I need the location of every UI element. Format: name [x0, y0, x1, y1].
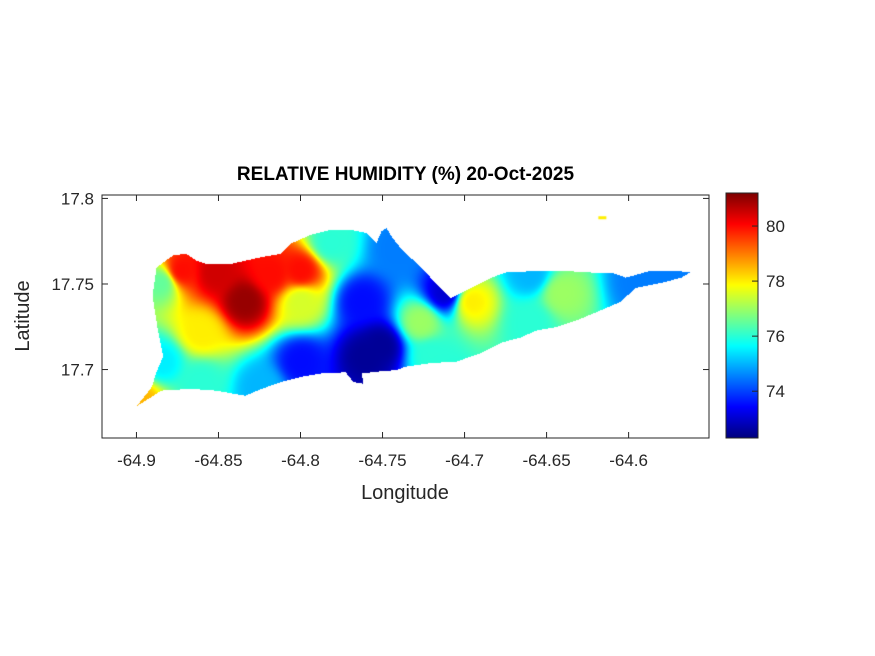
colorbar-frame	[725, 192, 759, 439]
colorbar-tick-label: 74	[766, 382, 785, 401]
colorbar	[726, 193, 758, 438]
x-tick-label: -64.9	[117, 451, 156, 470]
colorbar-tick-label: 80	[766, 217, 785, 236]
y-tick-label: 17.7	[61, 361, 94, 380]
plot-frame	[101, 194, 710, 439]
colorbar-tick-label: 78	[766, 272, 785, 291]
chart-title: RELATIVE HUMIDITY (%) 20-Oct-2025	[236, 164, 575, 185]
x-tick-label: -64.65	[522, 451, 570, 470]
y-tick-label: 17.8	[61, 189, 94, 208]
y-axis-label: Latitude	[12, 280, 34, 351]
x-tick-label: -64.6	[609, 451, 648, 470]
humidity-heatmap	[102, 195, 709, 438]
colorbar-tick-label: 76	[766, 327, 785, 346]
y-tick-label: 17.75	[51, 275, 94, 294]
x-tick-label: -64.7	[445, 451, 484, 470]
x-tick-label: -64.8	[281, 451, 320, 470]
x-tick-label: -64.85	[194, 451, 242, 470]
x-axis-label: Longitude	[361, 482, 449, 504]
x-tick-label: -64.75	[358, 451, 406, 470]
